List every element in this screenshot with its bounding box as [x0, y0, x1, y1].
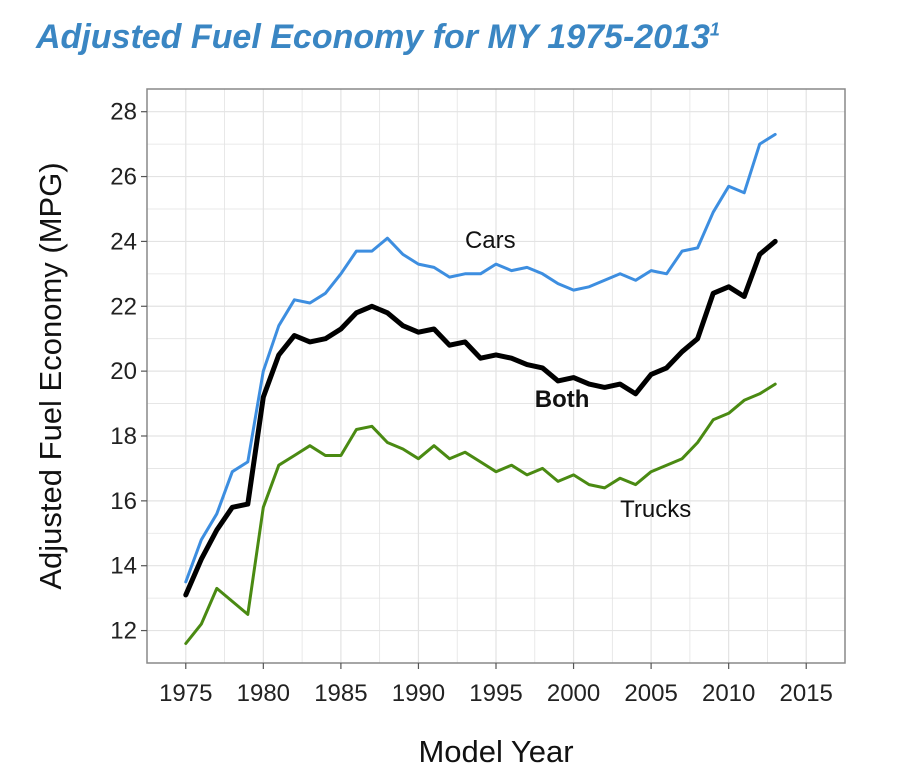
y-tick-label: 26 [110, 164, 137, 191]
x-tick-label: 1980 [237, 680, 290, 707]
y-tick-label: 24 [110, 228, 137, 255]
cars-series-line [184, 132, 777, 584]
series-lines [183, 132, 778, 645]
title-footnote-marker: 1 [709, 19, 720, 40]
y-tick-label: 28 [110, 99, 137, 126]
y-tick-label: 20 [110, 358, 137, 385]
x-tick-label: 2005 [624, 680, 677, 707]
x-tick-label: 1975 [159, 680, 212, 707]
x-tick-label: 1985 [314, 680, 367, 707]
y-tick-label: 16 [110, 488, 137, 515]
x-axis-title: Model Year [418, 734, 573, 769]
x-tick-label: 1990 [392, 680, 445, 707]
x-tick-label: 1995 [469, 680, 522, 707]
y-axis-title: Adjusted Fuel Economy (MPG) [33, 162, 68, 589]
x-tick-label: 2000 [547, 680, 600, 707]
grid-lines [147, 89, 845, 663]
y-tick-label: 14 [110, 553, 137, 580]
series-labels: Cars Both Trucks [465, 227, 691, 523]
trucks-series-line [184, 382, 777, 645]
chart-title-text: Adjusted Fuel Economy for MY 1975-2013 [36, 18, 710, 56]
both-series-line [183, 238, 778, 598]
y-tick-label: 22 [110, 293, 137, 320]
y-tick-label: 18 [110, 423, 137, 450]
trucks-series-label: Trucks [620, 496, 691, 523]
axis-ticks: 1975 1980 1985 1990 1995 2000 2005 2010 2015 12 14… [110, 99, 833, 707]
chart-title: Adjusted Fuel Economy for MY 1975-20131 [36, 18, 720, 57]
y-tick-label: 12 [110, 618, 137, 645]
x-tick-label: 2010 [702, 680, 755, 707]
x-tick-label: 2015 [780, 680, 833, 707]
both-series-label: Both [535, 386, 590, 413]
cars-series-label: Cars [465, 227, 516, 254]
